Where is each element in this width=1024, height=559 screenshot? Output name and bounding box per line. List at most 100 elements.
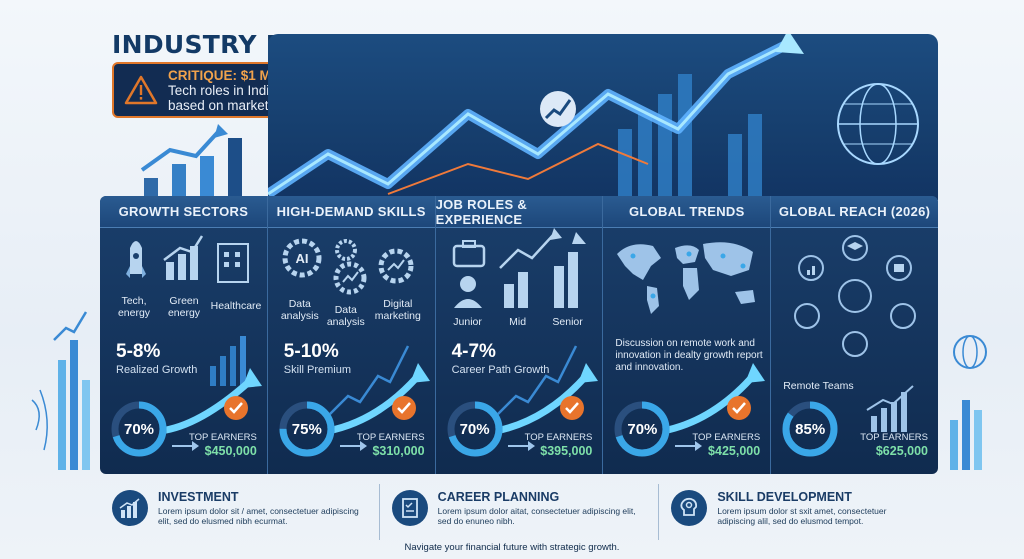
top-earners-value: $425,000 — [708, 444, 761, 458]
gear-icon — [333, 261, 367, 295]
percent-label: Career Path Growth — [451, 364, 550, 376]
rising-bars-graphic — [494, 345, 598, 435]
footer-skill-development: SKILL DEVELOPMENT Lorem ipsum dolor st s… — [658, 484, 938, 540]
top-earners-label: TOP EARNERS — [524, 432, 593, 443]
percent-label: Skill Premium — [283, 364, 352, 376]
trend-description: Discussion on remote work and innovation… — [615, 338, 763, 373]
career-growth-icon — [498, 228, 586, 308]
column-heading: JOB ROLES & EXPERIENCE — [435, 196, 603, 228]
item-label: Data analysis — [280, 298, 319, 322]
column-high-demand-skills: HIGH-DEMAND SKILLS AI — [267, 196, 436, 474]
arrow-right-icon — [339, 441, 367, 451]
rising-arrows-graphic — [265, 30, 919, 200]
progress-ring — [782, 401, 838, 457]
growth-badge-icon — [540, 91, 576, 127]
arrow-right-icon — [507, 441, 535, 451]
dollar-icon — [890, 303, 917, 329]
top-earners-label: TOP EARNERS — [189, 432, 257, 443]
top-earners-label: TOP EARNERS — [692, 432, 761, 443]
progress-ring — [447, 401, 503, 457]
hand-dollar-icon — [842, 331, 869, 357]
percent-range: 5-10% — [283, 341, 339, 362]
bar-chart-icon — [140, 124, 242, 196]
hospital-icon — [217, 243, 249, 283]
arrow-right-icon — [675, 441, 703, 451]
rising-bars-graphic — [866, 385, 914, 432]
remote-teams-label: Remote Teams — [783, 380, 854, 392]
column-graphics — [452, 228, 598, 451]
top-earners-label: TOP EARNERS — [860, 432, 928, 443]
percent-label: Realized Growth — [116, 364, 198, 376]
gear-chart-icon — [378, 248, 414, 284]
item-label: Green energy — [167, 295, 201, 319]
medal-icon — [559, 396, 584, 420]
ai-gear-icon: AI — [282, 238, 322, 278]
tagline: Navigate your financial future with stra… — [404, 542, 620, 553]
search-gear-icon — [334, 239, 357, 261]
percent-range: 4-7% — [451, 341, 496, 362]
column-global-reach: GLOBAL REACH (2026) — [771, 196, 938, 474]
progress-ring — [614, 401, 670, 457]
side-chart-decoration — [31, 311, 90, 470]
top-earners-value: $450,000 — [204, 444, 257, 458]
graduation-cap-icon — [842, 235, 869, 261]
column-heading: GLOBAL REACH (2026) — [771, 196, 938, 228]
dollar-gear-icon — [794, 303, 821, 329]
rising-bars-graphic — [662, 363, 766, 435]
chart-icon — [798, 255, 825, 281]
item-label: Data analysis — [326, 304, 365, 328]
top-earners-value: $625,000 — [875, 444, 928, 458]
top-earners-label: TOP EARNERS — [356, 432, 425, 443]
column-graphics — [126, 235, 262, 451]
column-heading: HIGH-DEMAND SKILLS — [267, 196, 435, 228]
globe-icon — [837, 83, 919, 165]
checklist-icon — [391, 490, 428, 526]
footer-heading: INVESTMENT — [158, 490, 239, 504]
book-icon — [886, 255, 913, 281]
progress-ring — [111, 401, 167, 457]
item-label: Healthcare — [210, 300, 262, 312]
item-label: Senior — [552, 316, 583, 328]
top-earners-value: $395,000 — [540, 444, 593, 458]
medal-icon — [727, 396, 752, 420]
column-global-trends: GLOBAL TRENDS — [603, 196, 772, 474]
chart-icon — [112, 490, 148, 526]
rising-bars-graphic — [326, 345, 430, 435]
location-pins — [630, 251, 746, 299]
svg-text:AI: AI — [295, 251, 308, 266]
top-earners-value: $310,000 — [372, 444, 425, 458]
item-label: Digital marketing — [374, 298, 421, 322]
arrow-right-icon — [172, 441, 199, 451]
column-growth-sectors: GROWTH SECTORS — [100, 196, 268, 474]
column-graphics: AI — [282, 238, 430, 451]
progress-ring — [279, 401, 335, 457]
footer-panel: INVESTMENT Lorem ipsum dolor sit / amet,… — [100, 484, 938, 540]
rising-bars-graphic — [159, 336, 262, 435]
brain-gear-icon — [671, 490, 708, 526]
main-panel: GROWTH SECTORS — [100, 196, 938, 474]
footer-heading: SKILL DEVELOPMENT — [717, 490, 852, 504]
hero-banner — [265, 30, 938, 200]
percent-range: 5-8% — [116, 341, 161, 362]
ring-percent: 75% — [291, 420, 322, 438]
column-graphics — [617, 242, 766, 451]
column-job-roles: JOB ROLES & EXPERIENCE — [435, 196, 604, 474]
footer-body: Lorem ipsum dolor sit / amet, consectetu… — [158, 506, 359, 526]
ring-percent: 85% — [795, 420, 826, 438]
ring-percent: 70% — [459, 420, 490, 438]
critique-prefix: CRITIQUE: — [168, 67, 237, 83]
item-label: Tech, energy — [117, 295, 151, 319]
ring-percent: 70% — [123, 420, 155, 438]
footer-body: Lorem ipsum dolor st sxit amet, consecte… — [717, 506, 887, 526]
item-label: Junior — [453, 316, 482, 328]
ring-percent: 70% — [627, 420, 658, 438]
footer-career-planning: CAREER PLANNING Lorem ipsum dolor aitat,… — [378, 484, 659, 540]
medal-icon — [391, 396, 416, 420]
world-map-icon — [617, 242, 756, 314]
briefcase-icon — [452, 240, 485, 268]
rocket-icon — [126, 241, 146, 278]
warning-icon — [124, 75, 158, 105]
side-chart-decoration — [950, 335, 987, 470]
column-heading: GROWTH SECTORS — [100, 196, 267, 228]
growth-chart-icon — [163, 235, 204, 280]
